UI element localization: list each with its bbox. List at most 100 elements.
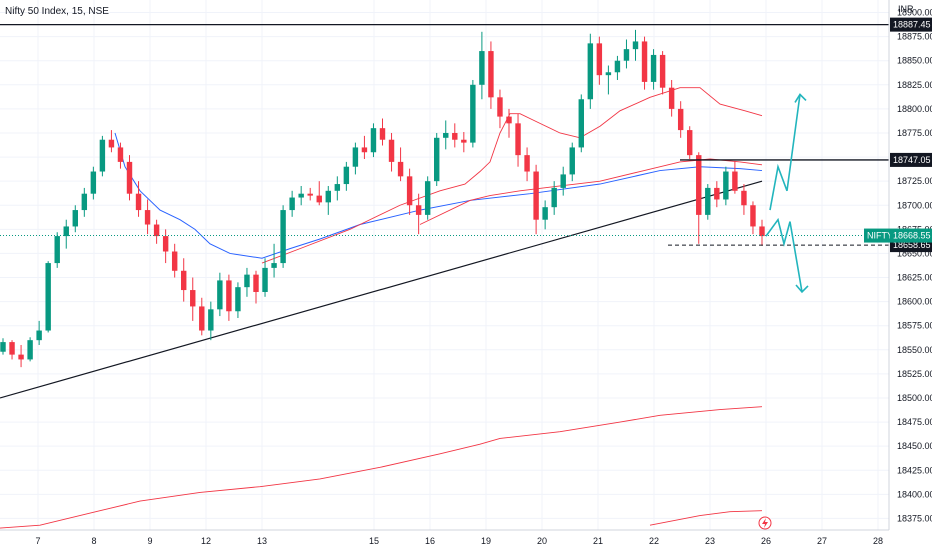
candle-body — [714, 187, 720, 200]
y-tick-label: 18575.00 — [897, 321, 932, 331]
last-price-value: 18668.55 — [893, 231, 931, 241]
y-tick-label: 18550.00 — [897, 345, 932, 355]
price-level-value: 18658.65 — [893, 240, 931, 250]
candle-body — [171, 251, 178, 271]
lightning-icon[interactable] — [758, 516, 772, 530]
y-tick-label: 18600.00 — [897, 297, 932, 307]
candle-body — [36, 330, 42, 341]
y-tick-label: 18725.00 — [897, 176, 932, 186]
candle-body — [732, 171, 738, 191]
y-tick-label: 18525.00 — [897, 369, 932, 379]
candle-body — [632, 41, 639, 50]
x-tick-label: 23 — [705, 536, 715, 546]
candle-body — [90, 171, 97, 194]
candle-body — [479, 51, 485, 85]
candle-body — [488, 51, 494, 98]
candle-body — [687, 130, 693, 156]
y-tick-label: 18425.00 — [897, 465, 932, 475]
y-tick-label: 18700.00 — [897, 200, 932, 210]
candle-body — [126, 161, 133, 194]
y-tick-label: 18625.00 — [897, 273, 932, 283]
x-tick-label: 19 — [481, 536, 491, 546]
candle-body — [45, 263, 51, 331]
candle-body — [9, 342, 15, 355]
price-level-value: 18747.05 — [893, 155, 931, 165]
x-tick-label: 21 — [593, 536, 603, 546]
x-tick-label: 13 — [257, 536, 267, 546]
candle-body — [153, 224, 160, 237]
candle-body — [208, 309, 214, 331]
candle-body — [470, 84, 476, 143]
candle-body — [235, 287, 241, 312]
candle-body — [650, 54, 657, 82]
candle-body — [443, 132, 449, 138]
y-tick-label: 18375.00 — [897, 513, 932, 523]
candle-body — [388, 139, 395, 162]
x-tick-label: 8 — [91, 536, 96, 546]
candle-body — [316, 195, 322, 203]
y-tick-label: 18850.00 — [897, 56, 932, 66]
currency-label: INR — [898, 4, 914, 14]
y-tick-label: 18650.00 — [897, 248, 932, 258]
candle-body — [551, 187, 557, 208]
time-axis[interactable]: 7 8 9 12 13 15 16 19 20 21 22 23 26 27 28 — [35, 536, 883, 546]
candle-body — [524, 155, 530, 172]
x-tick-label: 12 — [201, 536, 211, 546]
candle-body — [641, 41, 648, 82]
candle-body — [533, 171, 539, 220]
trendline — [0, 180, 763, 399]
candle-body — [199, 306, 205, 331]
projection-down-arrowhead — [795, 284, 809, 294]
red-ma-long-upper — [0, 406, 763, 529]
candle-body — [424, 181, 431, 215]
candle-body — [587, 43, 594, 100]
y-tick-label: 18900.00 — [897, 8, 932, 18]
candle-body — [334, 184, 341, 191]
y-tick-label: 18800.00 — [897, 104, 932, 114]
x-tick-label: 7 — [35, 536, 40, 546]
candle-body — [406, 176, 413, 206]
y-tick-label: 18775.00 — [897, 128, 932, 138]
candles — [0, 29, 765, 368]
candle-body — [434, 137, 440, 182]
indicator-overlays — [0, 87, 763, 529]
candle-body — [569, 147, 575, 175]
red-ma-long-lower — [649, 510, 763, 526]
x-tick-label: 27 — [817, 536, 827, 546]
candle-body — [759, 226, 765, 237]
annotations — [0, 23, 889, 294]
y-tick-label: 18875.00 — [897, 32, 932, 42]
x-tick-label: 9 — [147, 536, 152, 546]
candle-body — [379, 128, 386, 140]
candle-body — [262, 267, 268, 292]
candle-body — [596, 43, 603, 76]
candle-body — [352, 147, 359, 167]
x-tick-label: 20 — [537, 536, 547, 546]
candle-body — [27, 340, 33, 360]
x-tick-label: 28 — [873, 536, 883, 546]
candle-body — [515, 123, 521, 156]
candle-body — [253, 274, 259, 292]
chart-title: Nifty 50 Index, 15, NSE — [5, 6, 109, 17]
candle-body — [452, 132, 458, 140]
symbol-tag — [864, 228, 890, 243]
y-tick-label: 18825.00 — [897, 80, 932, 90]
candle-body — [162, 236, 169, 252]
candle-body — [361, 147, 368, 153]
candle-body — [497, 97, 503, 117]
y-tick-label: 18400.00 — [897, 489, 932, 499]
candle-body — [668, 87, 675, 109]
candle-body — [741, 190, 747, 206]
y-tick-label: 18475.00 — [897, 417, 932, 427]
price-level-tag — [890, 17, 932, 32]
projection-down — [765, 217, 803, 293]
candle-body — [63, 226, 69, 237]
projection-up-arrowhead — [794, 93, 807, 103]
candle-body — [461, 139, 467, 143]
candle-body — [578, 99, 584, 148]
x-tick-label: 26 — [761, 536, 771, 546]
symbol-label: NIFTY — [867, 231, 893, 241]
